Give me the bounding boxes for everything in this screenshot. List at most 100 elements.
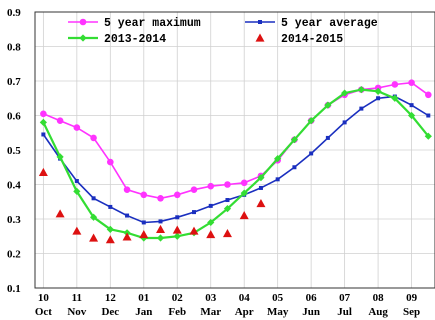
data-point-square	[158, 219, 163, 224]
legend: 5 year maximum 5 year average 2013-2014 201…	[68, 17, 378, 46]
x-tick-month-label: Jan	[135, 306, 152, 318]
data-point-diamond	[106, 225, 114, 233]
series-line	[43, 81, 429, 200]
data-point-square	[359, 106, 364, 111]
x-tick-month-label: Jul	[337, 306, 352, 318]
data-point-circle	[240, 179, 248, 187]
data-point-diamond	[424, 132, 432, 140]
data-point-square	[309, 151, 314, 156]
axes: 0.1 0.2 0.3 0.4 0.5 0.6 0.7 0.8 0.9 10 Oct 11 Nov 12 D…	[7, 7, 435, 318]
data-point-circle	[157, 195, 164, 202]
legend-item-2: 2013-2014	[68, 33, 166, 46]
data-point-diamond	[173, 232, 181, 240]
data-point-diamond	[407, 111, 416, 120]
data-point-square	[275, 177, 280, 182]
y-tick-label: 0.8	[7, 42, 21, 54]
legend-marker	[258, 20, 262, 24]
data-point-square	[208, 203, 213, 208]
data-point-square	[191, 210, 196, 215]
data-point-square	[225, 198, 230, 203]
x-tick-label: 10	[38, 292, 50, 304]
data-point-diamond	[89, 213, 98, 221]
data-point-triangle	[89, 233, 99, 242]
x-tick-label: 06	[306, 292, 318, 304]
data-point-triangle	[189, 226, 199, 235]
data-point-diamond	[374, 87, 382, 95]
data-point-diamond	[324, 101, 332, 109]
x-tick-month-label: Jun	[302, 306, 320, 318]
y-tick-label: 0.9	[7, 7, 21, 19]
data-point-triangle	[105, 235, 115, 244]
x-tick-month-label: Mar	[200, 306, 221, 318]
data-point-triangle	[156, 224, 166, 233]
x-tick-label: 04	[239, 292, 251, 304]
data-point-square	[342, 120, 347, 125]
data-point-diamond	[307, 117, 315, 125]
data-point-circle	[107, 158, 114, 166]
legend-label: 2013-2014	[104, 33, 166, 46]
data-point-diamond	[274, 155, 282, 163]
x-tick-label: 02	[172, 292, 184, 304]
x-tick-label: 07	[339, 292, 351, 304]
data-point-triangle	[38, 167, 48, 177]
data-point-diamond	[391, 94, 399, 102]
x-tick-month-label: Dec	[101, 306, 119, 318]
data-point-circle	[40, 110, 47, 118]
data-point-square	[141, 220, 146, 225]
data-point-triangle	[172, 225, 182, 234]
data-point-triangle	[222, 228, 232, 238]
data-point-square	[74, 179, 79, 184]
legend-label: 5 year maximum	[104, 17, 201, 30]
data-point-diamond	[73, 187, 81, 195]
data-point-circle	[123, 186, 131, 193]
data-point-square	[409, 103, 414, 108]
data-point-square	[258, 185, 263, 190]
data-point-circle	[140, 191, 148, 199]
data-point-circle	[408, 79, 415, 87]
data-point-diamond	[257, 174, 265, 182]
series-line	[42, 88, 430, 240]
x-tick-label: 05	[272, 292, 284, 304]
data-point-triangle	[206, 230, 216, 239]
data-point-circle	[207, 182, 215, 190]
series-layer	[38, 79, 432, 244]
data-point-square	[108, 204, 113, 209]
data-point-diamond	[39, 118, 47, 126]
series-1	[41, 94, 431, 225]
data-point-triangle	[122, 232, 132, 241]
data-point-circle	[56, 117, 64, 124]
data-point-square	[426, 113, 431, 118]
x-tick-label: 11	[72, 292, 82, 304]
data-point-triangle	[239, 211, 249, 220]
data-point-square	[376, 96, 381, 101]
y-tick-label: 0.4	[7, 180, 21, 192]
series-2	[39, 86, 432, 242]
data-point-diamond	[240, 189, 248, 197]
data-point-circle	[90, 134, 97, 142]
x-tick-label: 03	[205, 292, 217, 304]
data-point-square	[41, 132, 46, 137]
series-0	[40, 79, 432, 202]
data-point-triangle	[55, 209, 65, 218]
data-point-triangle	[72, 226, 82, 235]
data-point-square	[175, 215, 180, 220]
data-point-diamond	[56, 153, 64, 161]
x-tick-month-label: Sep	[403, 306, 420, 318]
plot-frame	[34, 11, 435, 289]
data-point-circle	[224, 181, 231, 188]
data-point-triangle	[139, 230, 149, 239]
x-tick-month-label: Feb	[168, 306, 186, 318]
data-point-circle	[73, 124, 81, 131]
x-tick-label: 09	[406, 292, 418, 304]
y-tick-label: 0.1	[7, 283, 21, 295]
data-point-square	[292, 165, 297, 170]
legend-marker	[79, 18, 87, 26]
data-point-circle	[425, 91, 432, 99]
data-point-circle	[173, 191, 181, 199]
legend-item-3: 2014-2015	[255, 33, 343, 46]
x-tick-label: 08	[373, 292, 385, 304]
legend-marker	[255, 33, 265, 42]
y-tick-label: 0.3	[7, 214, 21, 226]
legend-marker	[79, 34, 87, 42]
legend-item-0: 5 year maximum	[68, 17, 201, 30]
